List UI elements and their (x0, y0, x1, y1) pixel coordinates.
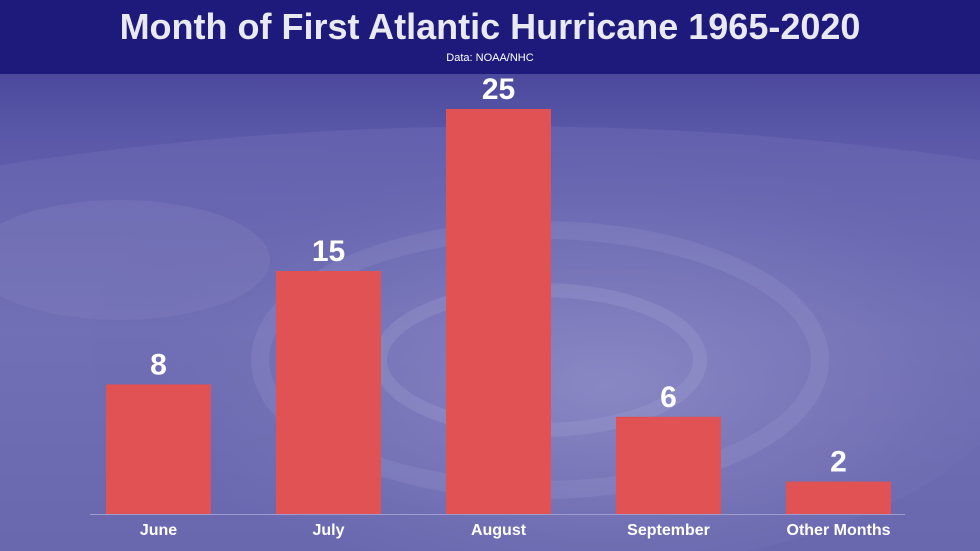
bar-other-months (786, 481, 891, 514)
bar-august (446, 109, 551, 514)
chart-subtitle: Data: NOAA/NHC (446, 52, 534, 64)
x-tick-label: July (312, 522, 344, 539)
data-label: 2 (830, 446, 847, 479)
bar-june (106, 384, 211, 514)
x-tick-label: June (140, 522, 177, 539)
data-label: 25 (482, 73, 515, 106)
bar-july (276, 271, 381, 514)
data-label: 6 (660, 381, 677, 414)
x-tick-label: Other Months (787, 522, 891, 539)
data-label: 15 (312, 235, 345, 268)
chart-title: Month of First Atlantic Hurricane 1965-2… (119, 6, 861, 47)
bar-september (616, 416, 721, 514)
data-label: 8 (150, 348, 167, 381)
x-tick-label: August (471, 522, 527, 539)
chart-header: Month of First Atlantic Hurricane 1965-2… (0, 0, 980, 74)
x-tick-label: September (627, 522, 710, 539)
